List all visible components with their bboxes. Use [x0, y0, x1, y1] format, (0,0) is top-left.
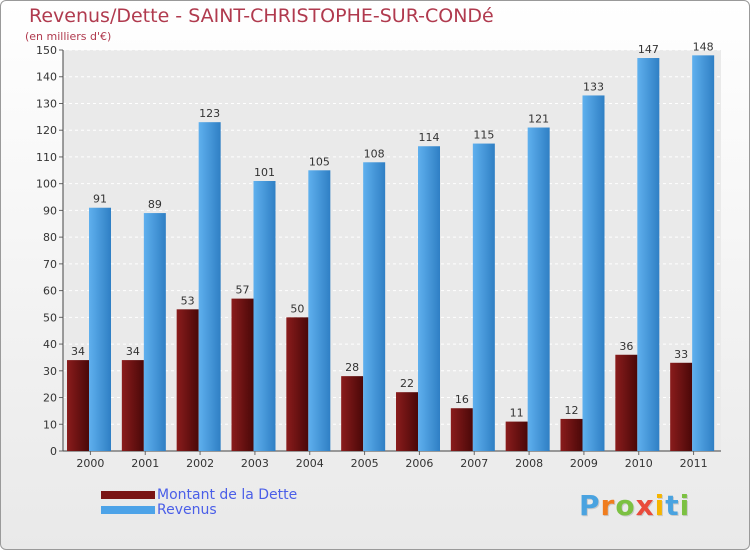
data-label-dette: 12: [565, 404, 579, 417]
legend: Montant de la Dette Revenus: [101, 486, 298, 518]
logo-letter: i: [679, 489, 691, 522]
x-tick-label: 2003: [241, 457, 269, 470]
bar-revenus: [418, 146, 440, 452]
y-tick-label: 100: [36, 178, 57, 191]
x-tick-label: 2007: [460, 457, 488, 470]
data-label-revenus: 89: [148, 198, 162, 211]
y-tick-label: 140: [36, 71, 57, 84]
bar-dette: [670, 362, 693, 451]
y-tick-label: 20: [43, 392, 57, 405]
x-tick-label: 2004: [296, 457, 324, 470]
bar-dette: [505, 421, 528, 451]
data-label-revenus: 123: [199, 107, 220, 120]
bar-revenus: [363, 162, 386, 451]
bar-dette: [560, 418, 583, 451]
data-label-revenus: 114: [419, 131, 440, 144]
data-label-revenus: 108: [364, 147, 385, 160]
data-label-dette: 34: [71, 345, 85, 358]
y-tick-label: 120: [36, 124, 57, 137]
x-tick-label: 2006: [405, 457, 433, 470]
logo-letter: P: [579, 489, 601, 522]
data-label-revenus: 91: [93, 193, 107, 206]
bar-dette: [450, 408, 473, 451]
y-tick-label: 40: [43, 338, 57, 351]
data-label-dette: 22: [400, 377, 414, 390]
bar-dette: [67, 360, 89, 451]
logo-letter: t: [665, 489, 680, 522]
data-label-revenus: 121: [528, 113, 549, 126]
data-label-dette: 50: [290, 302, 304, 315]
x-tick-label: 2010: [625, 457, 653, 470]
data-label-dette: 28: [345, 361, 359, 374]
logo-letter: x: [635, 489, 655, 522]
bar-revenus: [472, 143, 495, 452]
data-label-revenus: 133: [583, 80, 604, 93]
data-label-dette: 57: [236, 284, 250, 297]
bar-revenus: [253, 180, 276, 451]
bar-revenus: [308, 170, 331, 452]
y-tick-label: 10: [43, 418, 57, 431]
logo-letter: i: [654, 489, 666, 522]
bar-dette: [341, 376, 364, 451]
x-tick-label: 2001: [131, 457, 159, 470]
data-label-dette: 36: [619, 340, 633, 353]
y-tick-label: 150: [36, 44, 57, 57]
data-label-revenus: 105: [309, 155, 330, 168]
bar-revenus: [89, 207, 111, 451]
y-tick-label: 50: [43, 311, 57, 324]
x-tick-label: 2008: [515, 457, 543, 470]
data-label-dette: 34: [126, 345, 140, 358]
bar-dette: [121, 360, 144, 451]
y-tick-label: 60: [43, 285, 57, 298]
bar-revenus: [692, 55, 715, 451]
data-label-dette: 33: [674, 348, 688, 361]
y-tick-label: 70: [43, 258, 57, 271]
data-label-dette: 16: [455, 393, 469, 406]
legend-item-dette: Montant de la Dette: [101, 486, 298, 503]
data-label-revenus: 115: [473, 129, 494, 142]
logo-letter: o: [615, 489, 636, 522]
bar-revenus: [637, 58, 660, 452]
bar-dette: [286, 317, 309, 451]
data-label-revenus: 101: [254, 166, 275, 179]
bar-revenus: [527, 127, 550, 451]
bar-dette: [176, 309, 199, 451]
data-label-dette: 11: [510, 407, 524, 420]
x-tick-label: 2000: [76, 457, 104, 470]
x-tick-label: 2002: [186, 457, 214, 470]
y-tick-label: 90: [43, 204, 57, 217]
legend-label-revenus: Revenus: [157, 501, 217, 518]
x-tick-label: 2005: [351, 457, 379, 470]
legend-swatch-dette: [101, 490, 155, 499]
bar-dette: [396, 392, 418, 451]
y-tick-label: 30: [43, 365, 57, 378]
proxiti-logo: Proxiti: [579, 489, 690, 522]
bar-dette: [231, 298, 254, 451]
chart-title: Revenus/Dette - SAINT-CHRISTOPHE-SUR-CON…: [29, 5, 494, 27]
bar-revenus: [582, 95, 605, 452]
legend-item-revenus: Revenus: [101, 501, 297, 518]
y-tick-label: 80: [43, 231, 57, 244]
data-label-revenus: 148: [693, 40, 714, 53]
data-label-dette: 53: [181, 294, 195, 307]
y-tick-label: 130: [36, 97, 57, 110]
logo-letter: r: [600, 489, 616, 522]
legend-swatch-revenus: [101, 505, 155, 514]
y-tick-label: 0: [50, 445, 57, 458]
legend-label-dette: Montant de la Dette: [157, 486, 298, 503]
x-tick-label: 2011: [680, 457, 708, 470]
bar-revenus: [143, 213, 166, 451]
bar-revenus: [198, 122, 221, 452]
x-tick-label: 2009: [570, 457, 598, 470]
y-tick-label: 110: [36, 151, 57, 164]
data-label-revenus: 147: [638, 43, 659, 56]
plot-area: [63, 50, 721, 451]
bar-dette: [615, 354, 638, 451]
chart-subtitle: (en milliers d'€): [25, 30, 112, 43]
